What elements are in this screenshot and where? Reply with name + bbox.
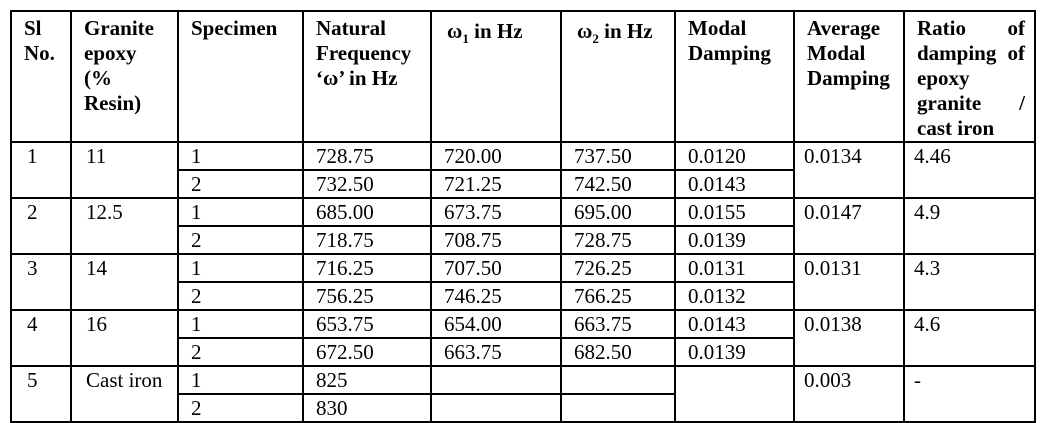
header-damping-ratio: Ratio of damping of epoxy granite / cast… xyxy=(903,10,1036,143)
cell-modal-damping: 0.0132 xyxy=(674,281,795,311)
cell-modal-damping xyxy=(674,365,795,423)
header-specimen: Specimen xyxy=(177,10,304,143)
cell-natural-frequency: 653.75 xyxy=(302,309,432,339)
cell-omega1: 707.50 xyxy=(430,253,562,283)
cell-specimen: 1 xyxy=(177,253,304,283)
omega2-symbol: ω xyxy=(577,19,593,43)
cell-sl-no: 2 xyxy=(10,197,72,255)
table-row: 2 672.50 663.75 682.50 0.0139 xyxy=(11,337,1035,367)
cell-average-modal-damping: 0.003 xyxy=(793,365,905,423)
cell-specimen: 2 xyxy=(177,225,304,255)
cell-average-modal-damping: 0.0147 xyxy=(793,197,905,255)
cell-omega2: 695.00 xyxy=(560,197,676,227)
cell-omega1: 746.25 xyxy=(430,281,562,311)
omega1-symbol: ω xyxy=(447,19,463,43)
header-sl-no: Sl No. xyxy=(10,10,72,143)
header-natural-frequency: Natural Frequency ‘ω’ in Hz xyxy=(302,10,432,143)
cell-omega2: 726.25 xyxy=(560,253,676,283)
cell-modal-damping: 0.0139 xyxy=(674,337,795,367)
cell-omega2: 682.50 xyxy=(560,337,676,367)
omega2-unit: in Hz xyxy=(598,19,653,43)
table-row: 4 16 1 653.75 654.00 663.75 0.0143 0.013… xyxy=(10,309,1036,367)
cell-damping-ratio: 4.46 xyxy=(903,141,1036,199)
cell-omega1: 708.75 xyxy=(430,225,562,255)
cell-natural-frequency: 830 xyxy=(302,393,432,423)
cell-damping-ratio: - xyxy=(903,365,1036,423)
cell-granite-epoxy: 11 xyxy=(70,141,179,199)
cell-omega2: 737.50 xyxy=(560,141,676,171)
cell-natural-frequency: 718.75 xyxy=(302,225,432,255)
cell-omega1: 721.25 xyxy=(430,169,562,199)
cell-natural-frequency: 728.75 xyxy=(302,141,432,171)
cell-omega1 xyxy=(430,393,562,423)
cell-natural-frequency: 825 xyxy=(302,365,432,395)
cell-modal-damping: 0.0143 xyxy=(674,169,795,199)
cell-specimen: 1 xyxy=(177,365,304,395)
cell-omega1: 663.75 xyxy=(430,337,562,367)
cell-omega2 xyxy=(560,365,676,395)
cell-sl-no: 1 xyxy=(10,141,72,199)
cell-natural-frequency: 716.25 xyxy=(302,253,432,283)
cell-natural-frequency: 756.25 xyxy=(302,281,432,311)
cell-average-modal-damping: 0.0138 xyxy=(793,309,905,367)
header-granite-epoxy: Granite epoxy (% Resin) xyxy=(70,10,179,143)
cell-natural-frequency: 672.50 xyxy=(302,337,432,367)
omega2-subscript: 2 xyxy=(592,31,599,47)
omega1-unit: in Hz xyxy=(468,19,523,43)
cell-modal-damping: 0.0139 xyxy=(674,225,795,255)
table-row: 1 11 1 728.75 720.00 737.50 0.0120 0.013… xyxy=(10,141,1036,199)
table-row: 2 12.5 1 685.00 673.75 695.00 0.0155 0.0… xyxy=(10,197,1036,255)
table-row: 3 14 1 716.25 707.50 726.25 0.0131 0.013… xyxy=(10,253,1036,311)
cell-specimen: 2 xyxy=(177,169,304,199)
cell-damping-ratio: 4.6 xyxy=(903,309,1036,367)
cell-omega2: 663.75 xyxy=(560,309,676,339)
cell-average-modal-damping: 0.0134 xyxy=(793,141,905,199)
header-average-modal-damping: Average Modal Damping xyxy=(793,10,905,143)
cell-natural-frequency: 685.00 xyxy=(302,197,432,227)
table-row: 2 756.25 746.25 766.25 0.0132 xyxy=(11,281,1035,311)
cell-modal-damping: 0.0143 xyxy=(674,309,795,339)
cell-omega1: 654.00 xyxy=(430,309,562,339)
cell-granite-epoxy: 16 xyxy=(70,309,179,367)
cell-granite-epoxy: 14 xyxy=(70,253,179,311)
cell-omega1: 673.75 xyxy=(430,197,562,227)
cell-damping-ratio: 4.3 xyxy=(903,253,1036,311)
cell-average-modal-damping: 0.0131 xyxy=(793,253,905,311)
cell-specimen: 2 xyxy=(177,337,304,367)
cell-sl-no: 4 xyxy=(10,309,72,367)
cell-modal-damping: 0.0155 xyxy=(674,197,795,227)
cell-granite-epoxy: Cast iron xyxy=(70,365,179,423)
results-table: Sl No. Granite epoxy (% Resin) Specimen … xyxy=(10,10,1036,423)
cell-omega1 xyxy=(430,365,562,395)
cell-omega2 xyxy=(560,393,676,423)
header-row: Sl No. Granite epoxy (% Resin) Specimen … xyxy=(10,10,1036,143)
cell-sl-no: 3 xyxy=(10,253,72,311)
header-modal-damping: Modal Damping xyxy=(674,10,795,143)
cell-omega1: 720.00 xyxy=(430,141,562,171)
cell-modal-damping: 0.0120 xyxy=(674,141,795,171)
cell-specimen: 2 xyxy=(177,393,304,423)
cell-modal-damping: 0.0131 xyxy=(674,253,795,283)
table-row: 2 718.75 708.75 728.75 0.0139 xyxy=(11,225,1035,255)
cell-omega2: 728.75 xyxy=(560,225,676,255)
cell-omega2: 742.50 xyxy=(560,169,676,199)
cell-specimen: 1 xyxy=(177,309,304,339)
cell-specimen: 2 xyxy=(177,281,304,311)
cell-granite-epoxy: 12.5 xyxy=(70,197,179,255)
header-omega1: ω1 in Hz xyxy=(430,10,562,143)
table-row: 2 732.50 721.25 742.50 0.0143 xyxy=(11,169,1035,199)
cell-damping-ratio: 4.9 xyxy=(903,197,1036,255)
cell-omega2: 766.25 xyxy=(560,281,676,311)
cell-specimen: 1 xyxy=(177,197,304,227)
cell-sl-no: 5 xyxy=(10,365,72,423)
omega1-subscript: 1 xyxy=(462,31,469,47)
cell-specimen: 1 xyxy=(177,141,304,171)
table-row: 5 Cast iron 1 825 0.003 - xyxy=(10,365,1036,423)
header-omega2: ω2 in Hz xyxy=(560,10,676,143)
cell-natural-frequency: 732.50 xyxy=(302,169,432,199)
